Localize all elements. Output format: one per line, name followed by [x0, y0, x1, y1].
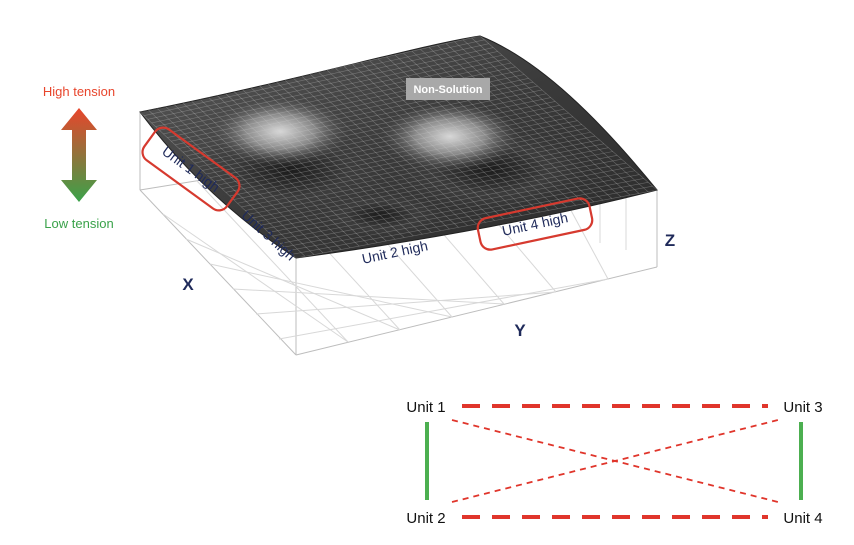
node-unit2: Unit 2 — [406, 510, 445, 527]
tension-scale: High tension Low tension — [43, 84, 115, 231]
high-tension-label: High tension — [43, 84, 115, 99]
node-unit4: Unit 4 — [783, 510, 822, 527]
tension-arrow-icon — [61, 108, 97, 202]
non-solution-label: Non-Solution — [413, 84, 482, 96]
non-solution-badge: Non-Solution — [406, 78, 490, 100]
energy-surface — [139, 35, 658, 259]
unit1-highlight — [141, 126, 241, 212]
z-axis-label: Z — [665, 231, 675, 250]
node-unit3: Unit 3 — [783, 399, 822, 416]
node-unit1: Unit 1 — [406, 399, 445, 416]
surface-plot: Non-Solution Unit 1 high Unit 3 high Uni… — [139, 35, 675, 356]
unit4-highlight — [476, 197, 594, 251]
edge-unit2-unit3 — [451, 419, 779, 503]
surface-mesh — [140, 36, 657, 258]
y-axis-label: Y — [514, 321, 526, 340]
low-tension-label: Low tension — [44, 216, 113, 231]
unit-network: Unit 1 Unit 3 Unit 2 Unit 4 — [406, 399, 822, 527]
x-axis-label: X — [182, 275, 194, 294]
